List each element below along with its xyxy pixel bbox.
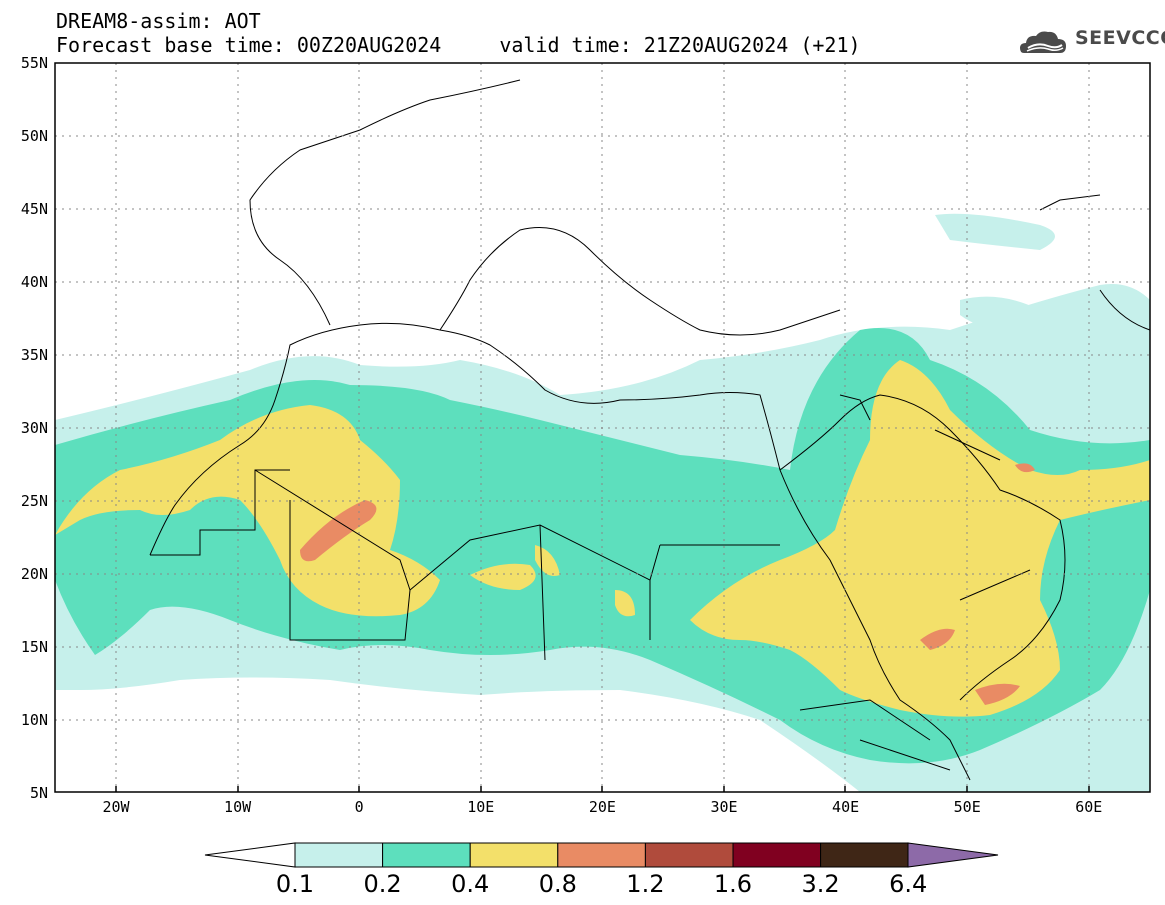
lat-label: 55N — [20, 54, 48, 72]
colorbar-label: 3.2 — [801, 870, 840, 898]
coastlines — [149, 79, 1150, 781]
grid-lines — [55, 63, 1150, 792]
colorbar-over-arrow — [907, 842, 999, 868]
lon-label: 60E — [1075, 798, 1103, 816]
colorbar-box — [469, 842, 559, 868]
lat-label: 10N — [20, 711, 48, 729]
colorbar-under-arrow — [204, 842, 296, 868]
colorbar-box — [382, 842, 471, 868]
lon-label: 50E — [953, 798, 981, 816]
lon-label: 20W — [102, 798, 130, 816]
colorbar-box — [732, 842, 822, 868]
colorbar-label: 0.4 — [451, 870, 490, 898]
lat-label: 20N — [20, 565, 48, 583]
cloud-icon — [1020, 31, 1066, 53]
lat-label: 25N — [20, 492, 48, 510]
aot-band-0.4-east — [690, 360, 1150, 717]
colorbar-box — [644, 842, 734, 868]
lat-label: 15N — [20, 638, 48, 656]
lon-label: 0 — [354, 798, 364, 816]
colorbar-label: 1.2 — [626, 870, 665, 898]
colorbar-label: 1.6 — [713, 870, 753, 898]
lon-label: 20E — [588, 798, 616, 816]
aot-band-0.4-patch — [470, 545, 635, 617]
lon-label: 30E — [710, 798, 738, 816]
colorbar-box — [820, 842, 909, 868]
logo-text: SEEVCCC — [1075, 27, 1165, 49]
map-title: DREAM8-assim: AOT — [56, 9, 261, 33]
lat-label: 30N — [20, 419, 48, 437]
colorbar-label: 6.4 — [889, 870, 928, 898]
aot-band-0.1-north — [935, 213, 1055, 335]
lon-label: 40E — [832, 798, 860, 816]
lon-label: 10W — [224, 798, 252, 816]
lat-label: 50N — [20, 127, 48, 145]
base-time-label: Forecast base time: 00Z20AUG2024 — [56, 33, 442, 57]
lon-label: 10E — [467, 798, 495, 816]
lat-label: 5N — [29, 784, 48, 802]
lat-label: 45N — [20, 200, 48, 218]
colorbar-box — [557, 842, 646, 868]
colorbar-box — [294, 842, 384, 868]
colorbar-boxes — [294, 842, 909, 868]
colorbar-label: 0.1 — [275, 870, 315, 898]
colorbar-label: 0.8 — [538, 870, 577, 898]
colorbar-label: 0.2 — [363, 870, 402, 898]
axis-ticks — [115, 786, 1090, 792]
valid-time-label: valid time: 21Z20AUG2024 (+21) — [499, 33, 861, 57]
forecast-times: Forecast base time: 00Z20AUG2024 valid ti… — [56, 34, 861, 56]
lat-label: 35N — [20, 346, 48, 364]
lat-label: 40N — [20, 273, 48, 291]
aot-band-0.4-west — [55, 405, 440, 617]
